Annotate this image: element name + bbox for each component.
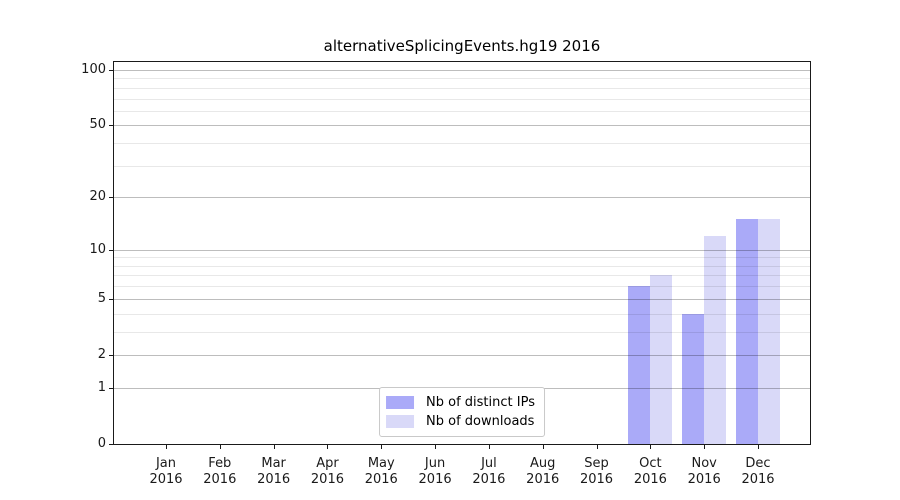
x-tick-month: Feb [208,456,232,471]
x-tick-label: Jul 2016 [459,456,519,488]
x-tick-mark [435,445,436,449]
x-tick-year: 2016 [149,472,183,487]
x-tick-year: 2016 [741,472,775,487]
legend-label-downloads: Nb of downloads [426,414,535,429]
legend-swatch-distinct-ips [386,396,415,409]
x-tick-year: 2016 [579,472,614,487]
x-tick-month: Nov [691,456,717,471]
x-tick-label: Aug 2016 [513,456,573,488]
legend-label-distinct-ips: Nb of distinct IPs [426,395,535,410]
x-tick-year: 2016 [418,472,452,487]
grid-line-minor [114,314,810,315]
x-tick-label: Oct 2016 [620,456,680,488]
y-tick-mark [109,70,113,71]
x-tick-year: 2016 [310,472,344,487]
bar-downloads [758,219,780,444]
legend-swatch-downloads [386,415,415,428]
y-tick-label: 0 [97,436,106,451]
y-tick-mark [109,197,113,198]
x-tick-year: 2016 [472,472,506,487]
x-tick-month: May [367,456,395,471]
legend: Nb of distinct IPs Nb of downloads [379,387,545,437]
grid-line-minor [114,332,810,333]
plot-area: Nb of distinct IPs Nb of downloads [113,61,811,445]
grid-line-major [114,125,810,126]
bar-distinct-ips [682,313,705,444]
x-tick-mark [220,445,221,449]
x-tick-month: Aug [530,456,556,471]
x-tick-month: Sep [584,456,609,471]
x-tick-month: Oct [639,456,662,471]
grid-line-major [114,197,810,198]
grid-line-minor [114,286,810,287]
x-tick-mark [327,445,328,449]
chart-title: alternativeSplicingEvents.hg19 2016 [323,37,601,55]
y-tick-mark [109,355,113,356]
x-tick-label: Apr 2016 [297,456,357,488]
legend-item-distinct-ips: Nb of distinct IPs [386,393,535,412]
x-tick-year: 2016 [526,472,560,487]
x-tick-label: Mar 2016 [244,456,304,488]
x-tick-mark [166,445,167,449]
grid-line-minor [114,257,810,258]
x-tick-mark [489,445,490,449]
y-tick-label: 1 [97,379,106,395]
x-tick-year: 2016 [364,472,398,487]
y-tick-label: 10 [89,241,106,257]
x-tick-month: Mar [261,456,286,471]
y-tick-label: 20 [89,189,106,205]
y-tick-mark [109,125,113,126]
bar-downloads [650,275,673,444]
x-tick-mark [650,445,651,449]
y-tick-label: 100 [81,62,106,77]
grid-line-major [114,70,810,71]
bar-distinct-ips [628,286,651,444]
grid-line-minor [114,99,810,100]
y-tick-label: 2 [97,346,106,362]
x-tick-month: Dec [745,456,771,471]
x-tick-year: 2016 [203,472,237,487]
y-tick-mark [109,388,113,389]
grid-line-minor [114,266,810,267]
x-tick-mark [381,445,382,449]
grid-line-minor [114,111,810,112]
x-tick-year: 2016 [633,472,667,487]
bar-downloads [704,236,727,444]
y-tick-mark [109,250,113,251]
y-tick-label: 50 [89,117,106,133]
x-tick-month: Jun [424,456,446,471]
legend-item-downloads: Nb of downloads [386,412,535,431]
x-tick-year: 2016 [687,472,721,487]
grid-line-major [114,250,810,251]
grid-line-minor [114,143,810,144]
bar-distinct-ips [736,219,758,444]
x-tick-month: Apr [316,456,339,471]
x-tick-label: Jun 2016 [405,456,465,488]
x-tick-mark [274,445,275,449]
y-tick-label: 5 [97,290,106,306]
grid-line-minor [114,275,810,276]
x-tick-label: Dec 2016 [728,456,788,488]
x-tick-label: Nov 2016 [674,456,734,488]
y-tick-mark [109,299,113,300]
x-tick-label: Jan 2016 [136,456,196,488]
grid-line-major [114,299,810,300]
x-tick-mark [758,445,759,449]
x-tick-mark [543,445,544,449]
x-tick-label: May 2016 [351,456,411,488]
grid-line-minor [114,166,810,167]
x-tick-label: Sep 2016 [567,456,627,488]
grid-line-minor [114,78,810,79]
x-tick-month: Jul [481,456,497,471]
x-tick-month: Jan [155,456,177,471]
grid-line-major [114,355,810,356]
y-tick-mark [109,444,113,445]
x-tick-mark [597,445,598,449]
x-tick-year: 2016 [257,472,291,487]
x-tick-mark [704,445,705,449]
grid-line-minor [114,88,810,89]
x-tick-label: Feb 2016 [190,456,250,488]
